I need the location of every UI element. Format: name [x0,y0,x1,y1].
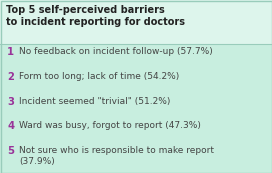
Text: Ward was busy, forgot to report (47.3%): Ward was busy, forgot to report (47.3%) [19,121,201,130]
Text: 3: 3 [7,97,14,107]
Text: 4: 4 [7,121,14,131]
Text: Form too long; lack of time (54.2%): Form too long; lack of time (54.2%) [19,72,179,81]
Text: Top 5 self-perceived barriers: Top 5 self-perceived barriers [6,5,165,15]
Text: to incident reporting for doctors: to incident reporting for doctors [6,17,185,27]
Text: No feedback on incident follow-up (57.7%): No feedback on incident follow-up (57.7%… [19,47,213,56]
Text: Incident seemed "trivial" (51.2%): Incident seemed "trivial" (51.2%) [19,97,170,106]
Text: 5: 5 [7,146,14,156]
Text: 1: 1 [7,47,14,57]
Text: Not sure who is responsible to make report
(37.9%): Not sure who is responsible to make repo… [19,146,214,166]
FancyBboxPatch shape [0,0,272,44]
Text: 2: 2 [7,72,14,82]
